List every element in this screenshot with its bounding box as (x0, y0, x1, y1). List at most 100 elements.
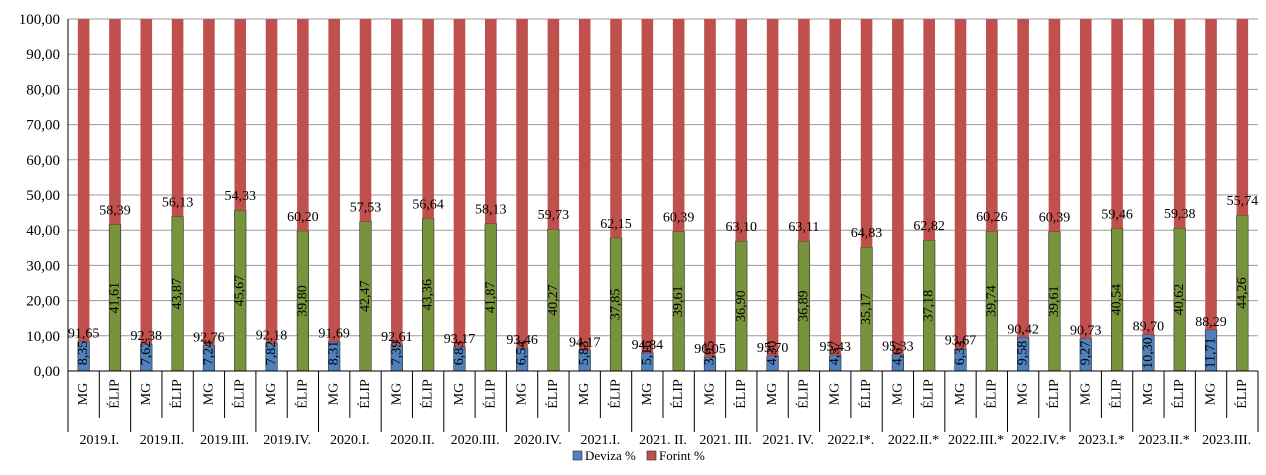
bar-forint (766, 19, 779, 356)
x-group-label: 2021. IV. (763, 433, 814, 448)
x-group-label: 2022.I*. (828, 433, 875, 448)
bar-forint (328, 19, 340, 342)
x-subcategory-label: MG (1078, 383, 1093, 406)
bar-forint (829, 19, 842, 355)
x-subcategory-label: ÉLIP (1233, 379, 1250, 409)
data-label-deviza: 8,35 (76, 341, 91, 366)
data-label-deviza: 44,26 (1235, 277, 1250, 309)
x-subcategory-label: ÉLIP (105, 379, 122, 409)
data-label-forint: 55,74 (1227, 194, 1259, 209)
bar-forint (610, 19, 622, 238)
bar-forint (203, 19, 215, 346)
x-group-label: 2019.III. (200, 433, 249, 448)
x-group-label: 2019.II. (140, 433, 184, 448)
data-label-forint: 57,53 (350, 201, 382, 216)
x-subcategory-label: ÉLIP (669, 379, 686, 409)
x-subcategory-label: ÉLIP (481, 379, 498, 409)
data-label-forint: 90,42 (1007, 322, 1039, 337)
x-subcategory-label: ÉLIP (168, 379, 185, 409)
legend-label: Forint % (659, 448, 705, 463)
y-tick-label: 100,00 (19, 12, 60, 28)
bar-forint (77, 19, 90, 342)
data-label-deviza: 3,95 (702, 341, 717, 366)
x-subcategory-label: ÉLIP (1108, 379, 1125, 409)
bar-forint (1173, 19, 1186, 229)
data-label-deviza: 6,33 (953, 341, 968, 366)
data-label-forint: 60,26 (976, 210, 1008, 225)
data-label-forint: 54,33 (224, 189, 256, 204)
legend-label: Deviza % (585, 448, 636, 463)
x-group-label: 2021.I. (581, 433, 621, 448)
data-label-deviza: 35,17 (859, 293, 874, 325)
x-group-label: 2022.IV.* (1011, 433, 1066, 448)
data-label-forint: 93,67 (945, 334, 977, 349)
y-tick-label: 60,00 (26, 153, 60, 169)
y-tick-label: 80,00 (26, 82, 60, 98)
x-group-label: 2023.III. (1202, 433, 1251, 448)
x-subcategory-label: MG (389, 383, 404, 406)
y-tick-label: 40,00 (26, 223, 60, 239)
data-label-forint: 60,20 (287, 210, 319, 225)
x-subcategory-label: MG (1141, 383, 1156, 406)
bar-forint (704, 19, 716, 358)
x-subcategory-label: MG (640, 383, 655, 406)
x-subcategory-label: ÉLIP (794, 379, 811, 409)
data-label-forint: 91,69 (318, 327, 350, 342)
data-label-forint: 89,70 (1133, 320, 1165, 335)
x-subcategory-label: ÉLIP (544, 379, 561, 409)
data-label-deviza: 43,87 (170, 278, 185, 310)
data-label-forint: 92,61 (381, 330, 413, 345)
data-label-deviza: 5,83 (577, 341, 592, 366)
bar-forint (109, 19, 121, 225)
x-subcategory-label: MG (890, 383, 905, 406)
data-label-deviza: 7,39 (389, 341, 404, 366)
bar-forint (1079, 19, 1092, 339)
y-tick-label: 10,00 (26, 329, 60, 345)
bar-forint (892, 19, 904, 355)
y-tick-label: 0,00 (34, 364, 60, 380)
data-label-deviza: 40,62 (1172, 284, 1187, 316)
bar-forint (672, 19, 685, 232)
x-subcategory-label: MG (1204, 383, 1219, 406)
x-subcategory-label: ÉLIP (293, 379, 310, 409)
bar-forint (297, 19, 309, 231)
data-label-deviza: 9,27 (1078, 341, 1093, 366)
bar-forint (453, 19, 466, 347)
bar-forint (234, 19, 247, 211)
bar-forint (798, 19, 810, 242)
x-group-label: 2023.II.* (1138, 433, 1189, 448)
x-subcategory-label: MG (1016, 383, 1031, 406)
x-group-label: 2020.II. (390, 433, 434, 448)
data-label-deviza: 7,24 (201, 341, 216, 366)
x-group-label: 2022.III.* (948, 433, 1004, 448)
x-subcategory-label: MG (765, 383, 780, 406)
bar-forint (641, 19, 654, 353)
data-label-deviza: 39,61 (671, 286, 686, 318)
bar-forint (578, 19, 591, 351)
bar-forint (923, 19, 935, 241)
data-label-forint: 62,15 (600, 217, 632, 232)
data-label-forint: 60,39 (1039, 211, 1071, 226)
x-subcategory-label: ÉLIP (920, 379, 937, 409)
data-label-deviza: 10,30 (1141, 337, 1156, 369)
data-label-forint: 92,76 (193, 331, 225, 346)
data-label-forint: 96,05 (694, 342, 726, 357)
x-subcategory-label: ÉLIP (1170, 379, 1187, 409)
y-tick-label: 90,00 (26, 47, 60, 63)
data-label-forint: 95,70 (757, 341, 789, 356)
data-label-forint: 95,43 (819, 340, 851, 355)
data-label-forint: 60,39 (663, 211, 695, 226)
data-label-forint: 92,18 (256, 328, 288, 343)
x-group-label: 2021. III. (699, 433, 752, 448)
x-subcategory-label: ÉLIP (732, 379, 749, 409)
legend-swatch (646, 450, 657, 461)
bar-forint (1111, 19, 1123, 229)
bar-forint (1048, 19, 1061, 232)
y-tick-label: 70,00 (26, 118, 60, 134)
data-label-deviza: 4,67 (890, 341, 905, 366)
bar-forint (547, 19, 560, 230)
bar-forint (860, 19, 873, 248)
bar-forint (391, 19, 403, 345)
